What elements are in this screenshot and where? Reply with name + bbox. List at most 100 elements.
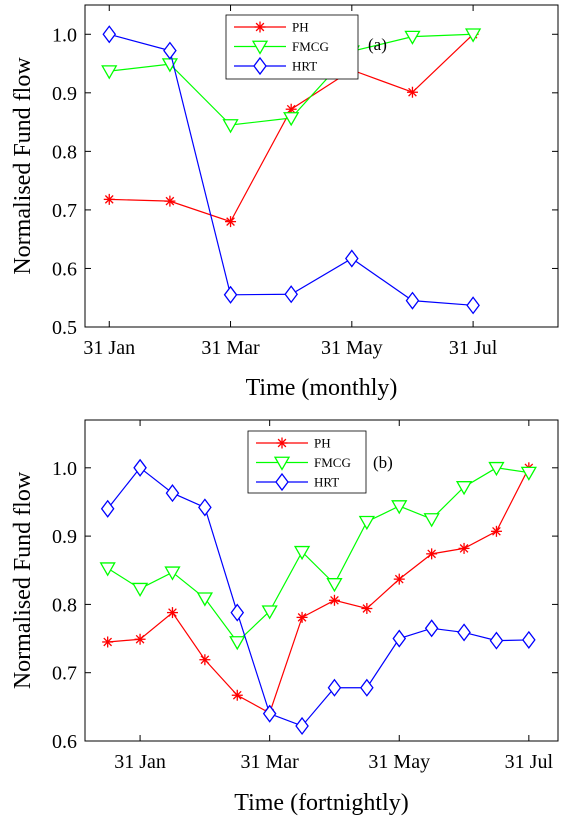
legend-label-fmcg: FMCG [314, 455, 351, 470]
legend-label-ph: PH [314, 436, 331, 451]
x-tick-label: 31 Jan [83, 337, 135, 359]
data-point-hrt [100, 499, 115, 518]
data-point-fmcg [520, 466, 537, 481]
data-point-fmcg [293, 545, 311, 561]
data-point-fmcg [488, 461, 505, 477]
data-point-hrt [165, 483, 180, 503]
data-point-ph [406, 86, 418, 98]
data-point-hrt [424, 619, 439, 638]
data-point-fmcg [164, 566, 181, 581]
chart-panel-b: 0.6 0.7 0.8 0.9 1.0 31 Jan 31 Mar 31 May 31 Jul T… [10, 419, 559, 816]
data-point-fmcg [99, 562, 116, 577]
legend-label-hrt: HRT [292, 59, 317, 74]
data-point-ph [393, 573, 405, 585]
data-point-ph [361, 603, 373, 615]
data-point-hrt [405, 291, 420, 310]
y-axis-title: Normalised Fund flow [10, 471, 36, 689]
data-point-ph [490, 525, 502, 537]
data-point-ph [164, 195, 176, 207]
y-tick-label: 0.6 [52, 731, 77, 753]
data-point-fmcg [261, 605, 278, 620]
data-point-hrt [466, 296, 480, 315]
y-axis-title: Normalised Fund flow [10, 57, 36, 275]
data-point-fmcg [131, 582, 149, 598]
x-tick-label: 31 Jul [449, 337, 498, 359]
data-point-hrt [327, 678, 342, 697]
x-axis-title: Time (fortnightly) [234, 790, 408, 816]
data-point-ph [328, 594, 340, 606]
data-point-fmcg [391, 500, 408, 515]
y-tick-label: 0.6 [52, 258, 77, 280]
data-point-ph [102, 636, 114, 648]
data-point-ph [426, 548, 438, 560]
y-tick-label: 0.9 [52, 526, 77, 548]
data-point-hrt [198, 498, 212, 517]
data-point-hrt [230, 603, 245, 622]
legend-marker-fmcg [273, 456, 291, 471]
y-tick-label: 0.7 [52, 663, 77, 685]
chart-panel-a: 0.5 0.6 0.7 0.8 0.9 1.0 31 Jan 31 Mar 31 May 31 J… [10, 4, 559, 401]
data-point-hrt [262, 704, 277, 723]
legend-marker-hrt [275, 472, 289, 492]
data-point-fmcg [222, 119, 239, 134]
x-tick-label: 31 Jul [505, 751, 554, 773]
panel-label: (b) [373, 453, 393, 472]
data-point-ph [458, 542, 470, 554]
data-point-fmcg [455, 481, 473, 496]
legend-marker-ph [276, 437, 288, 449]
data-point-hrt [345, 249, 359, 268]
y-tick-label: 0.7 [52, 200, 77, 222]
data-point-hrt [223, 285, 238, 304]
data-point-hrt [163, 41, 177, 60]
legend-label-fmcg: FMCG [292, 39, 329, 54]
data-point-hrt [360, 678, 374, 697]
data-point-hrt [392, 629, 407, 648]
legend-label-hrt: HRT [314, 475, 339, 490]
series-line-ph [107, 467, 530, 714]
data-point-ph [134, 633, 146, 645]
data-point-fmcg [326, 578, 343, 593]
y-tick-label: 1.0 [52, 24, 77, 46]
x-tick-label: 31 Jan [114, 751, 166, 773]
data-point-hrt [489, 631, 504, 650]
y-tick-label: 0.8 [52, 594, 77, 616]
data-point-fmcg [196, 592, 213, 607]
data-point-hrt [133, 458, 147, 477]
data-point-fmcg [404, 30, 421, 45]
legend: PH FMCG HRT [247, 430, 367, 494]
y-tick-label: 1.0 [52, 458, 77, 480]
data-point-fmcg [229, 636, 246, 651]
x-tick-label: 31 Mar [201, 337, 260, 359]
data-point-hrt [457, 623, 471, 642]
data-point-ph [199, 654, 211, 666]
data-point-ph [296, 611, 308, 623]
series-line-fmcg [107, 467, 529, 643]
data-point-fmcg [101, 65, 118, 80]
x-axis-title: Time (monthly) [246, 375, 398, 401]
legend-marker-ph [254, 21, 266, 33]
y-tick-label: 0.5 [52, 317, 77, 339]
legend-label-ph: PH [292, 20, 309, 35]
data-point-hrt [522, 630, 536, 650]
data-point-fmcg [283, 112, 300, 127]
y-tick-label: 0.9 [52, 83, 77, 105]
series-line-hrt [107, 466, 529, 727]
plot-frame [84, 4, 559, 328]
data-point-fmcg [464, 28, 482, 43]
legend-marker-fmcg [251, 40, 269, 55]
data-point-fmcg [358, 515, 375, 531]
panel-label: (a) [368, 35, 387, 54]
plot-frame [84, 419, 559, 742]
data-point-hrt [284, 285, 298, 304]
x-tick-label: 31 May [368, 751, 430, 773]
y-tick-label: 0.8 [52, 141, 77, 163]
data-point-hrt [102, 25, 117, 44]
x-tick-label: 31 Mar [241, 751, 300, 773]
legend: PH FMCG HRT [225, 14, 359, 80]
x-tick-label: 31 May [321, 337, 383, 359]
data-point-ph [166, 607, 178, 619]
data-point-fmcg [423, 513, 440, 528]
legend-marker-hrt [253, 56, 267, 76]
data-point-hrt [295, 716, 309, 736]
